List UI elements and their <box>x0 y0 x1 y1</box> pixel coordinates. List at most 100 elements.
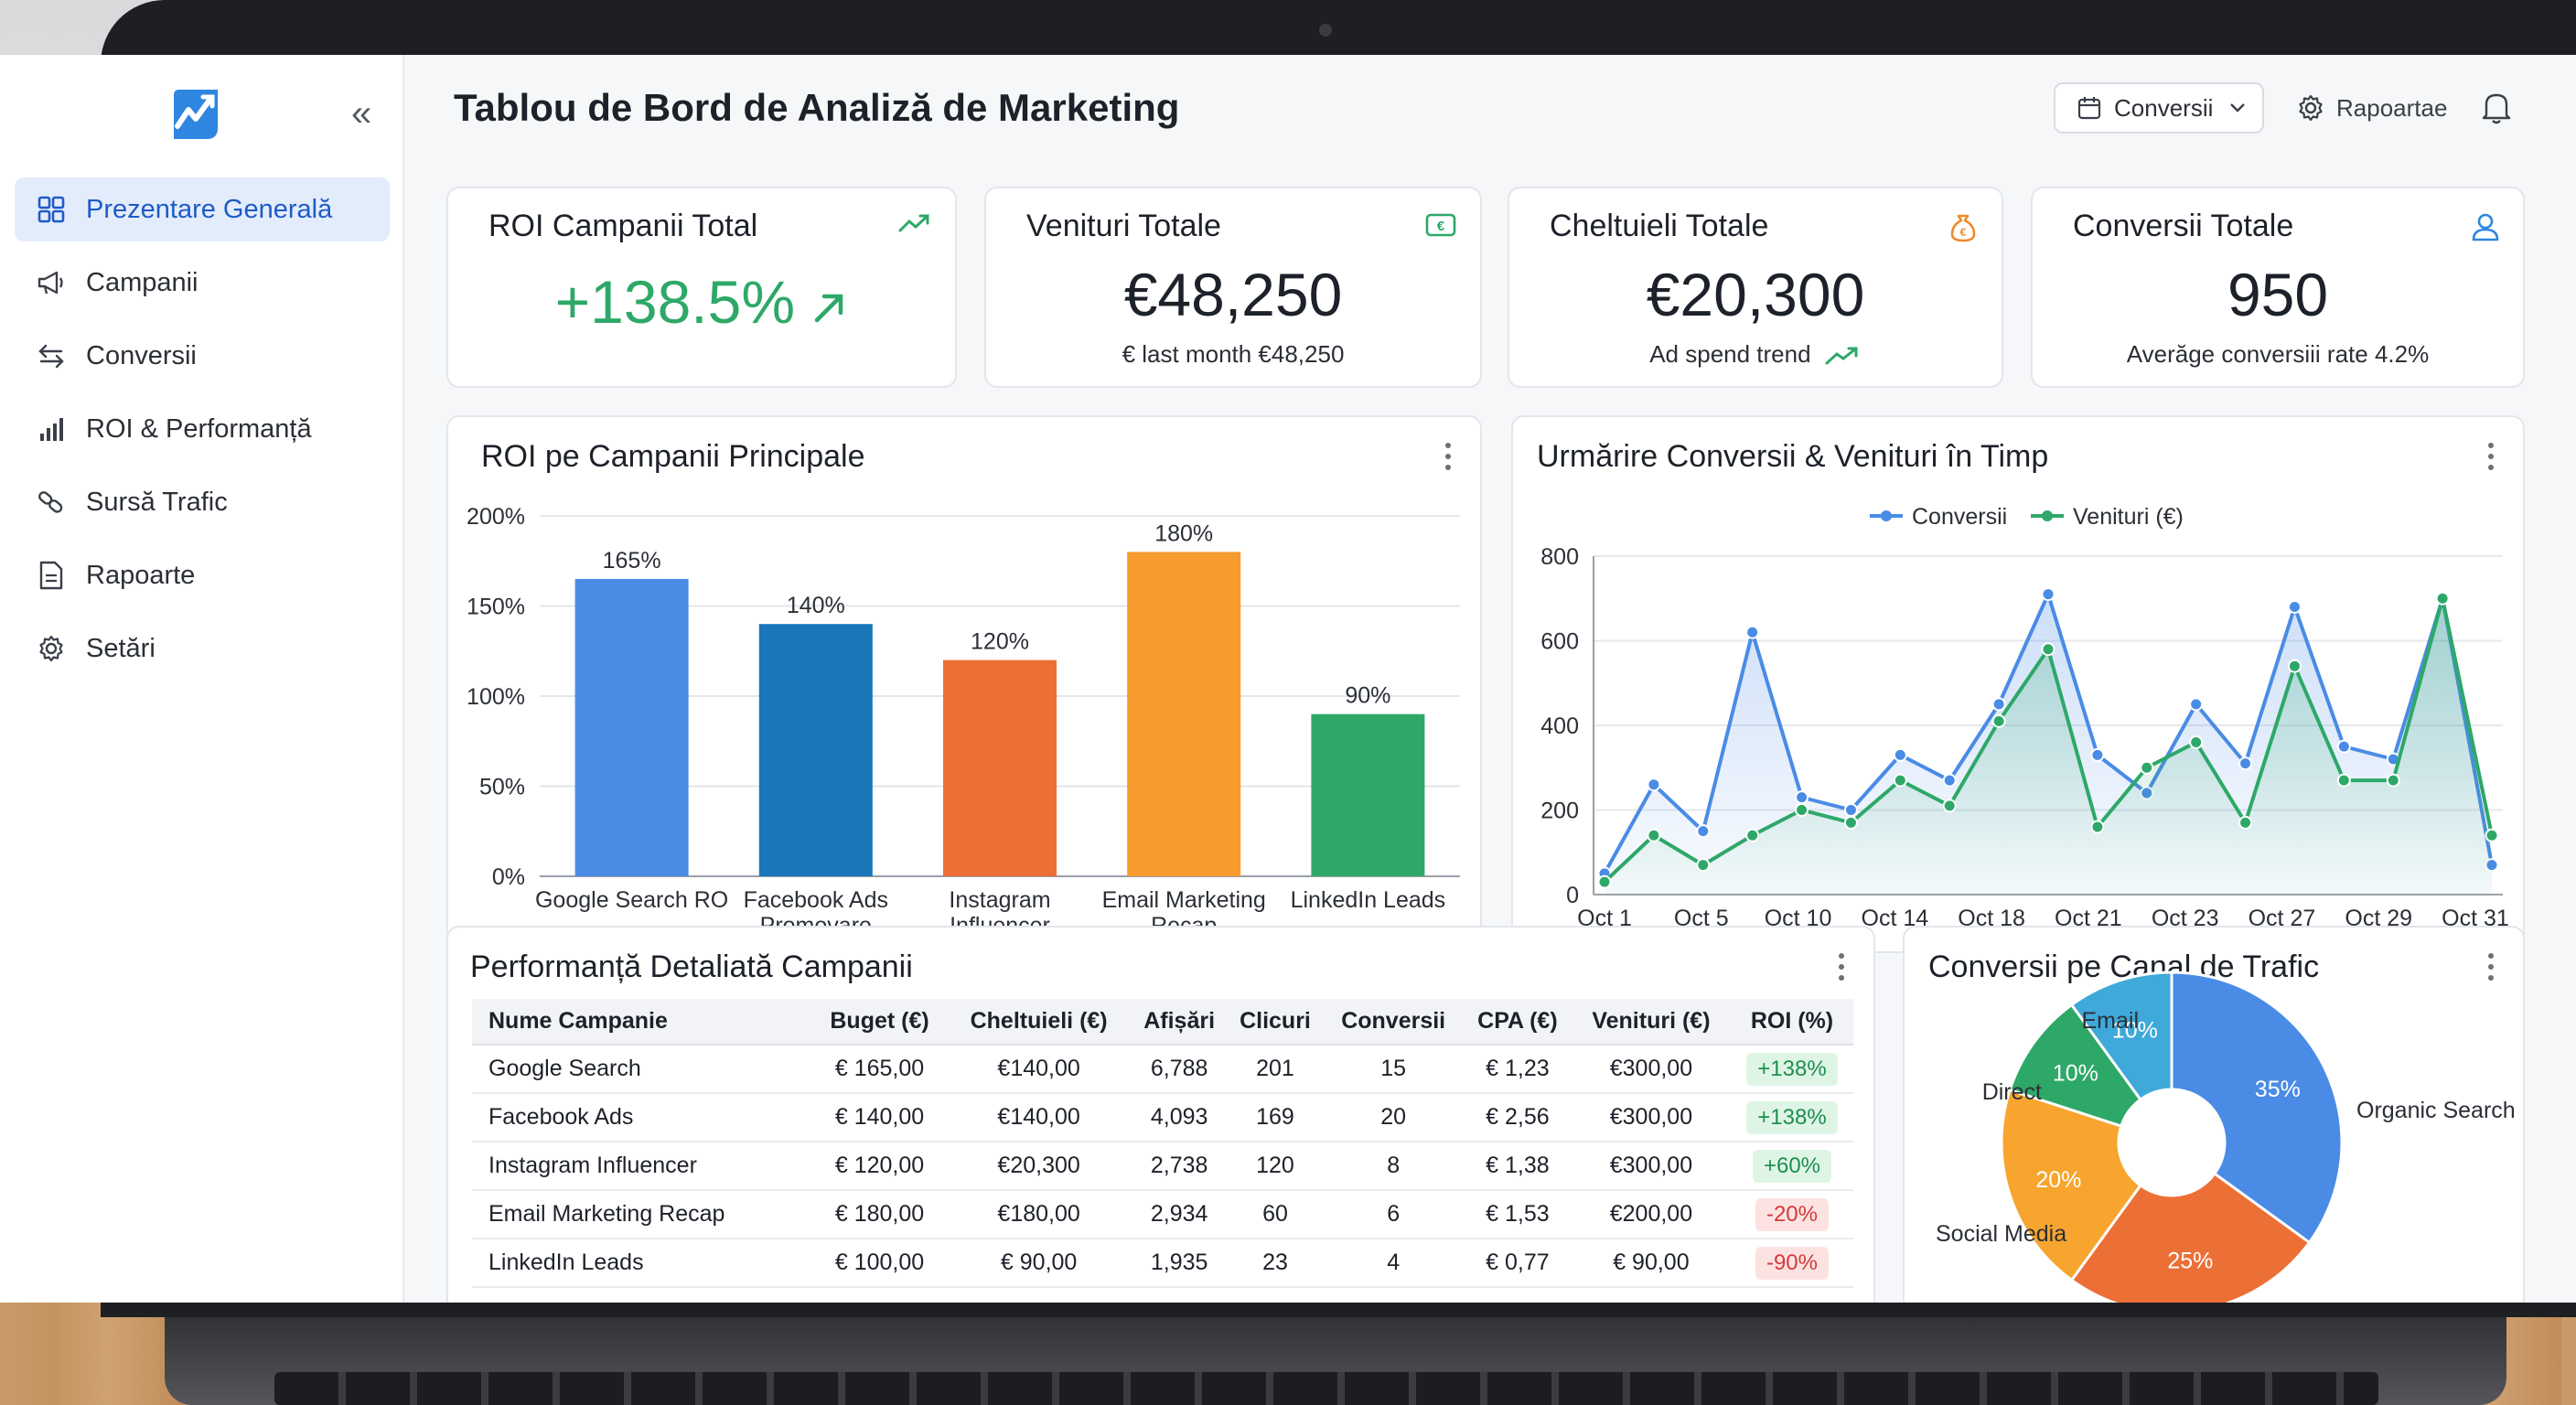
more-options-icon[interactable] <box>2488 953 2496 986</box>
column-header[interactable]: Nume Campanie <box>472 999 813 1046</box>
column-header[interactable]: Conversii <box>1323 999 1464 1046</box>
column-header[interactable]: Clicuri <box>1227 999 1324 1046</box>
campaign-table-panel: Performanță Detaliată Campanii Nume Camp… <box>446 926 1875 1303</box>
table-header-row: Nume Campanie Buget (€) Cheltuieli (€) Afiș… <box>472 999 1853 1046</box>
x-category-label: Email Marketing <box>1102 887 1266 913</box>
table-cell: Email Marketing Recap <box>472 1190 813 1239</box>
bell-icon[interactable] <box>2481 90 2512 124</box>
sidebar-item-traffic-source[interactable]: Sursă Trafic <box>15 470 390 534</box>
data-point <box>1893 773 1907 788</box>
table-cell: €20,300 <box>946 1142 1132 1191</box>
table-row[interactable]: LinkedIn Leads € 100,00 € 90,00 1,935 23 4 € 0… <box>472 1239 1853 1288</box>
kpi-value: 950 <box>2227 261 2329 328</box>
y-tick-label: 200 <box>1540 799 1579 824</box>
bar-data-label: 180% <box>1154 520 1213 546</box>
column-header[interactable]: Buget (€) <box>812 999 947 1046</box>
data-point <box>1843 815 1858 830</box>
more-options-icon[interactable] <box>2488 443 2496 476</box>
data-point <box>2140 760 2154 775</box>
column-header[interactable]: Afișări <box>1131 999 1228 1046</box>
data-point <box>2189 697 2204 712</box>
panel-title: ROI pe Campanii Principale <box>481 439 865 474</box>
column-header[interactable]: ROI (%) <box>1730 999 1853 1046</box>
collapse-sidebar-icon[interactable]: « <box>351 93 372 134</box>
svg-text:€: € <box>1960 226 1967 239</box>
table-cell: +138% <box>1730 1045 1853 1094</box>
table-cell: € 90,00 <box>1571 1239 1731 1288</box>
y-tick-label: 400 <box>1540 713 1579 739</box>
column-header[interactable]: Cheltuieli (€) <box>946 999 1132 1046</box>
bar <box>943 660 1057 876</box>
sidebar-item-label: Conversii <box>86 340 197 370</box>
data-point <box>2041 642 2055 657</box>
kpi-title: ROI Campanii Total <box>488 209 758 243</box>
donut-slice <box>2008 1003 2143 1128</box>
kpi-card-roi[interactable]: ROI Campanii Total +138.5% <box>446 187 957 388</box>
sidebar-item-label: Setări <box>86 633 156 663</box>
kpi-subtext: € last month €48,250 <box>1122 340 1345 368</box>
svg-text:€: € <box>1437 219 1445 234</box>
sidebar-item-roi-performance[interactable]: ROI & Performanță <box>15 397 390 461</box>
panel-title: Urmărire Conversii & Venituri în Timp <box>1537 439 2049 474</box>
data-point <box>1597 874 1612 889</box>
table-cell: -20% <box>1730 1190 1853 1239</box>
table-cell: 169 <box>1227 1093 1324 1142</box>
bar <box>1127 552 1241 876</box>
bar-data-label: 90% <box>1345 683 1390 709</box>
more-options-icon[interactable] <box>1839 953 1846 986</box>
sidebar-nav: Prezentare Generală Campanii Conversii R… <box>15 177 390 690</box>
slice-name-label: Social Media <box>1936 1221 2066 1247</box>
kpi-card-expenses[interactable]: Cheltuieli Totale € €20,300 Ad spend tre… <box>1508 187 2003 388</box>
table-cell: € 180,00 <box>812 1190 947 1239</box>
table-cell: -90% <box>1730 1239 1853 1288</box>
table-row[interactable]: Instagram Influencer € 120,00 €20,300 2,738… <box>472 1142 1853 1191</box>
kpi-title: Cheltuieli Totale <box>1550 209 1769 243</box>
slice-name-label: Email <box>2081 1008 2139 1034</box>
table-row[interactable]: Google Search € 165,00 €140,00 6,788 201 15 € … <box>472 1045 1853 1094</box>
donut-slice <box>2069 971 2174 1102</box>
more-options-icon[interactable] <box>1445 443 1453 476</box>
page-title: Tablou de Bord de Analiză de Marketing <box>454 86 1180 129</box>
traffic-channel-donut: 35% Organic Search 25% 20% Social Media 10% Di… <box>1936 971 2516 1303</box>
kpi-subtext-label: Ad spend trend <box>1649 340 1811 368</box>
data-point <box>1942 773 1957 788</box>
column-header[interactable]: CPA (€) <box>1463 999 1572 1046</box>
table-cell: Google Search <box>472 1045 813 1094</box>
reports-button[interactable]: Rapoartae <box>2296 82 2447 134</box>
table-cell: €300,00 <box>1571 1093 1731 1142</box>
table-cell: 60 <box>1227 1190 1324 1239</box>
data-point <box>2189 735 2204 749</box>
sidebar-item-campaigns[interactable]: Campanii <box>15 251 390 315</box>
app-logo-icon[interactable] <box>166 86 223 143</box>
table-cell: 6 <box>1323 1190 1464 1239</box>
table-cell: €180,00 <box>946 1190 1132 1239</box>
table-cell: Instagram Influencer <box>472 1142 813 1191</box>
y-tick-label: 200% <box>467 504 525 530</box>
table-row[interactable]: Email Marketing Recap € 180,00 €180,00 2,93… <box>472 1190 1853 1239</box>
kpi-card-revenue[interactable]: Venituri Totale € €48,250 € last month €… <box>984 187 1482 388</box>
money-icon: € <box>1425 213 1456 237</box>
table-cell: € 0,77 <box>1463 1239 1572 1288</box>
table-cell: LinkedIn Leads <box>472 1239 813 1288</box>
sidebar-item-conversions[interactable]: Conversii <box>15 324 390 388</box>
data-point <box>2485 828 2499 842</box>
table-cell: € 1,38 <box>1463 1142 1572 1191</box>
table-row[interactable]: Facebook Ads € 140,00 €140,00 4,093 169 20 € 2… <box>472 1093 1853 1142</box>
metric-dropdown[interactable]: Conversii <box>2054 82 2264 134</box>
y-tick-label: 150% <box>467 595 525 620</box>
sidebar-item-overview[interactable]: Prezentare Generală <box>15 177 390 241</box>
roi-badge: +60% <box>1752 1149 1832 1183</box>
data-point <box>2287 659 2302 673</box>
kpi-card-conversions[interactable]: Conversii Totale 950 Averăge conversiii … <box>2031 187 2525 388</box>
slice-percent-label: 35% <box>2255 1077 2301 1102</box>
table-cell: € 2,56 <box>1463 1093 1572 1142</box>
sidebar-item-reports[interactable]: Rapoarte <box>15 543 390 607</box>
roi-badge: -20% <box>1755 1197 1829 1231</box>
roi-badge: -90% <box>1755 1246 1829 1280</box>
column-header[interactable]: Venituri (€) <box>1571 999 1731 1046</box>
legend-marker <box>1881 510 1892 521</box>
roi-campaign-panel: ROI pe Campanii Principale 0% 50% 100% 150%… <box>446 415 1482 953</box>
bar <box>758 624 873 876</box>
sidebar-item-label: Sursă Trafic <box>86 487 228 517</box>
sidebar-item-settings[interactable]: Setări <box>15 617 390 681</box>
